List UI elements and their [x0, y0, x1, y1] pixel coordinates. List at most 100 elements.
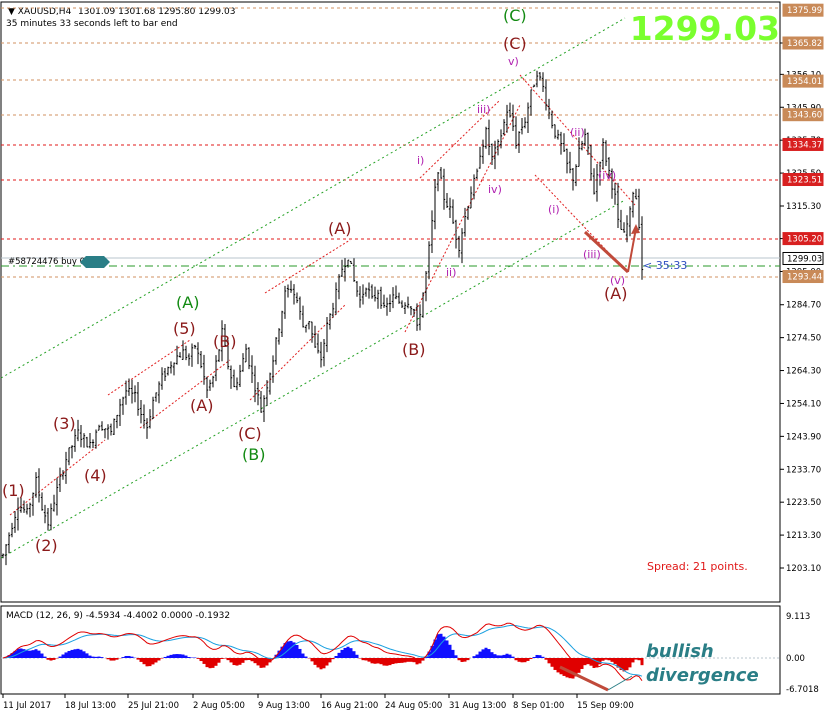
macd-bar: [238, 658, 242, 665]
chart-symbol: ▼ XAUUSD,H4: [8, 7, 72, 17]
macd-bar: [607, 658, 611, 661]
macd-bar: [478, 651, 482, 658]
macd-bar: [235, 658, 239, 666]
macd-pane: [0, 605, 781, 695]
macd-bar: [289, 640, 293, 658]
wave-label: (A): [328, 219, 351, 238]
macd-bar: [52, 658, 56, 660]
time-axis-label: 2 Aug 05:00: [193, 701, 245, 711]
macd-bar: [583, 658, 587, 666]
macd-bar: [292, 642, 296, 658]
macd-bar: [325, 658, 329, 666]
wave-label: (5): [173, 319, 196, 338]
time-axis-label: 9 Aug 13:00: [258, 701, 310, 711]
macd-bar: [637, 658, 641, 661]
time-axis-label: 11 Jul 2017: [3, 701, 51, 711]
wave-label: ii): [446, 266, 456, 279]
macd-bar: [625, 658, 629, 671]
price-bars: [1, 70, 644, 566]
level-tag: 1343.60: [787, 111, 822, 121]
macd-bar: [391, 658, 395, 665]
macd-bar: [598, 658, 602, 665]
macd-bar: [124, 655, 128, 658]
macd-bar: [484, 647, 488, 658]
macd-bar: [109, 658, 113, 661]
macd-axis-zero: 0.00: [786, 654, 805, 664]
wave-label: (B): [242, 445, 265, 464]
macd-bar: [199, 658, 203, 662]
macd-bar: [361, 658, 365, 661]
macd-bar: [268, 658, 272, 663]
level-tag: 1305.20: [787, 235, 822, 245]
macd-bar: [88, 655, 92, 658]
macd-bar: [82, 651, 86, 658]
macd-bar: [562, 658, 566, 676]
wave-labels-purple: i) ii) iii) iv) v) (i) (ii) (iii) (iv) (…: [417, 55, 625, 287]
macd-bar: [601, 658, 605, 661]
macd-bar: [172, 654, 176, 658]
macd-bar: [178, 654, 182, 658]
wave-label: (1): [2, 481, 25, 500]
macd-bar: [196, 658, 200, 659]
note-line2: divergence: [646, 665, 759, 686]
macd-bar: [367, 658, 371, 662]
macd-bar: [169, 654, 173, 658]
macd-bar: [502, 654, 506, 658]
macd-bar: [112, 658, 116, 661]
macd-bar: [166, 655, 170, 658]
macd-bar: [163, 656, 167, 658]
level-tag-bg: [782, 74, 824, 88]
macd-bar: [337, 652, 341, 658]
macd-bar: [490, 652, 494, 658]
macd-bar: [592, 658, 596, 668]
time-axis-label: 31 Aug 13:00: [449, 701, 506, 711]
level-tag-bg: [782, 232, 824, 246]
wave-label: (v): [610, 274, 625, 287]
macd-bar: [535, 654, 539, 658]
wave-label: (2): [35, 536, 58, 555]
macd-bar: [352, 651, 356, 658]
macd-bar: [370, 658, 374, 664]
macd-bar: [259, 658, 263, 668]
level-tag: 1323.51: [787, 176, 822, 186]
level-tag-bg: [782, 108, 824, 122]
macd-bar: [568, 658, 572, 679]
macd-bar: [355, 654, 359, 658]
order-marker[interactable]: [80, 256, 110, 268]
level-tag: 1293.44: [787, 273, 822, 283]
time-axis-label: 15 Sep 09:00: [577, 701, 634, 711]
time-axis-label: 8 Sep 01:00: [513, 701, 564, 711]
time-axis-label: 16 Aug 21:00: [321, 701, 378, 711]
macd-bar: [526, 658, 530, 661]
macd-bar: [91, 656, 95, 658]
macd-bar: [154, 658, 158, 663]
macd-bar: [67, 650, 71, 658]
wave-label: (B): [402, 340, 425, 359]
macd-bar: [343, 647, 347, 658]
chart-ohlc: 1301.09 1301.68 1295.80 1299.03: [78, 7, 235, 17]
macd-bar: [205, 658, 209, 668]
macd-bar: [214, 658, 218, 666]
wave-label: (iv): [598, 169, 616, 182]
macd-bar: [418, 658, 422, 664]
macd-bar: [43, 656, 47, 658]
macd-bar: [295, 645, 299, 658]
macd-bar: [46, 658, 50, 660]
macd-bar: [142, 658, 146, 665]
macd-main-line: [2, 622, 643, 681]
macd-bar: [244, 658, 248, 661]
macd-bar: [316, 658, 320, 668]
wave-label: (iii): [583, 248, 601, 261]
macd-bar: [436, 634, 440, 658]
price-axis-label: 1315.30: [786, 202, 821, 212]
note-line1: bullish: [646, 641, 714, 662]
macd-bar: [349, 648, 353, 658]
macd-bar: [313, 658, 317, 665]
macd-bar: [385, 658, 389, 666]
macd-bar: [298, 648, 302, 658]
wave-labels-green: (A) (B) (C): [176, 6, 527, 464]
macd-bar: [97, 656, 101, 658]
macd-bar: [448, 644, 452, 658]
macd-bar: [175, 654, 179, 658]
macd-bar: [457, 658, 461, 661]
